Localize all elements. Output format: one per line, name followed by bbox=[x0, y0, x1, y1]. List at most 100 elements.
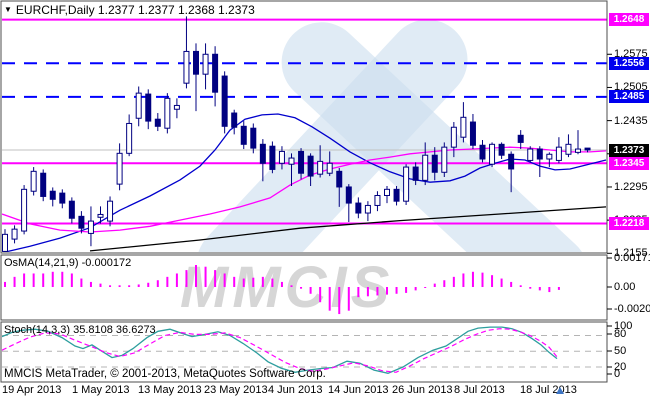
candle-bull bbox=[555, 146, 562, 161]
osma-bar bbox=[195, 265, 197, 287]
chart-title-bar[interactable]: ▼ EURCHF,Daily 1.2377 1.2377 1.2368 1.237… bbox=[4, 3, 255, 17]
candle-bull bbox=[87, 220, 94, 234]
price-badge-1.2218: 1.2218 bbox=[609, 216, 649, 230]
osma-bar bbox=[347, 287, 350, 311]
osma-bar bbox=[70, 273, 73, 287]
stoch-indicator-label: Stoch(14,3,3) 35.8108 36.6273 bbox=[4, 324, 156, 336]
panel-border bbox=[0, 321, 608, 383]
date-label: 23 May 2013 bbox=[204, 384, 268, 396]
price-tick-label: 1.2435 bbox=[614, 114, 648, 127]
symbol-quote-title: EURCHF,Daily 1.2377 1.2377 1.2368 1.2373 bbox=[15, 3, 255, 17]
candle-bull bbox=[2, 233, 8, 252]
stoch-tick-label: 50 bbox=[614, 345, 627, 357]
chart-shift-marker bbox=[556, 387, 564, 394]
candle-bull bbox=[422, 154, 429, 181]
candle-bear bbox=[498, 143, 505, 156]
candle-bear bbox=[145, 93, 152, 122]
candle-bull bbox=[575, 148, 581, 153]
candle-bear bbox=[345, 186, 352, 204]
candle-bull bbox=[460, 116, 467, 138]
osma-bar bbox=[462, 273, 465, 287]
candle-bull bbox=[317, 160, 324, 175]
candle-bull bbox=[116, 152, 123, 185]
osma-bar bbox=[529, 287, 532, 289]
osma-bar bbox=[23, 273, 26, 287]
candle-bull bbox=[288, 157, 295, 165]
osma-bar bbox=[204, 266, 207, 287]
candle-bear bbox=[154, 118, 161, 127]
candle-bear bbox=[307, 155, 314, 177]
osma-indicator-label: OsMA(14,21,9) -0.000172 bbox=[4, 257, 132, 269]
osma-bar bbox=[519, 285, 522, 287]
osma-bar bbox=[338, 287, 341, 315]
osma-bar bbox=[51, 271, 54, 287]
trendline-black bbox=[89, 206, 607, 252]
osma-bar bbox=[309, 287, 312, 294]
candle-bear bbox=[59, 192, 66, 204]
price-badge-1.2485: 1.2485 bbox=[609, 90, 649, 104]
osma-bar bbox=[424, 287, 427, 288]
date-label: 13 May 2013 bbox=[138, 384, 202, 396]
osma-bar bbox=[376, 287, 379, 296]
osma-bar bbox=[147, 282, 150, 287]
date-label: 4 Jun 2013 bbox=[268, 384, 323, 396]
candle-bear bbox=[355, 202, 362, 214]
symbol-dropdown-icon[interactable]: ▼ bbox=[4, 5, 12, 14]
osma-bar bbox=[481, 272, 484, 287]
candle-bull bbox=[278, 150, 285, 164]
watermark-text: MMCIS bbox=[180, 255, 393, 320]
osma-bar bbox=[166, 276, 169, 287]
osma-bar bbox=[175, 273, 178, 287]
date-label: 18 Jul 2013 bbox=[520, 384, 577, 396]
candle-bear bbox=[193, 50, 199, 75]
osma-bar bbox=[328, 287, 331, 311]
candle-bear bbox=[212, 53, 219, 93]
date-label: 19 Apr 2013 bbox=[2, 384, 62, 396]
osma-bar bbox=[386, 287, 388, 295]
candle-bear bbox=[221, 75, 228, 127]
osma-bar bbox=[99, 283, 102, 287]
candle-bull bbox=[527, 148, 534, 161]
price-badge-1.2345: 1.2345 bbox=[609, 156, 649, 170]
overlay-lines bbox=[2, 113, 607, 252]
osma-bar bbox=[290, 285, 293, 287]
osma-bar bbox=[433, 283, 436, 287]
candle-bull bbox=[30, 170, 37, 192]
osma-bar bbox=[80, 278, 83, 287]
candle-bear bbox=[479, 144, 486, 160]
candle-bear bbox=[584, 147, 591, 151]
candle-bull bbox=[135, 92, 142, 119]
stoch-tick-label: 0 bbox=[614, 368, 621, 380]
osma-bar bbox=[538, 287, 541, 291]
ma-blue bbox=[2, 113, 607, 252]
osma-bar bbox=[233, 276, 236, 287]
stoch-tick-label: 20 bbox=[614, 361, 627, 373]
price-tick-label: 1.2295 bbox=[614, 180, 648, 193]
ma-magenta bbox=[2, 146, 607, 233]
osma-bar bbox=[491, 275, 494, 287]
candle-bear bbox=[412, 166, 419, 181]
candle-bull bbox=[441, 146, 448, 173]
osma-bar bbox=[300, 287, 303, 289]
candle-bull bbox=[126, 122, 133, 154]
time-axis[interactable]: 19 Apr 2013 1 May 2013 13 May 2013 23 May 2… bbox=[0, 384, 650, 400]
candle-bull bbox=[202, 53, 209, 75]
candlesticks bbox=[2, 16, 591, 252]
price-axis[interactable]: 1.25751.25051.24351.23651.22951.22251.21… bbox=[608, 0, 650, 400]
osma-bar bbox=[357, 287, 360, 298]
candle-bear bbox=[469, 121, 476, 146]
osma-bar bbox=[137, 284, 140, 287]
osma-bar bbox=[500, 278, 503, 287]
price-badge-1.2373: 1.2373 bbox=[609, 143, 649, 157]
candle-bear bbox=[336, 170, 343, 188]
osma-bar bbox=[242, 278, 245, 287]
stoch-tick-label: 100 bbox=[614, 320, 633, 332]
candle-bull bbox=[326, 162, 333, 174]
candle-bear bbox=[517, 134, 524, 143]
osma-bar bbox=[548, 287, 551, 293]
price-badge-1.2648: 1.2648 bbox=[609, 13, 649, 27]
candle-bear bbox=[536, 148, 543, 160]
date-label: 26 Jun 2013 bbox=[392, 384, 453, 396]
